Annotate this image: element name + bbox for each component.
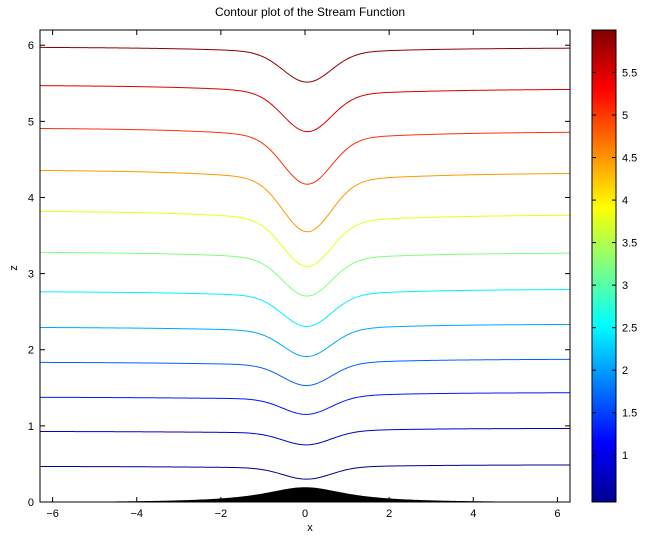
colorbar-tick-label: 1.5 [622,408,637,420]
contour-line-10 [39,127,571,185]
contour-line-9 [39,169,571,233]
y-axis-label: z [8,265,20,271]
contour-line-8 [39,210,571,267]
colorbar-tick-label: 2 [622,365,628,377]
contour-line-1 [40,464,570,480]
y-tick-label: 5 [28,116,34,128]
contour-line-3 [40,392,571,415]
y-tick-label: 6 [28,40,34,52]
colorbar-tick-label: 3 [622,280,628,292]
colorbar-tick-label: 1 [622,450,628,462]
colorbar-tick-label: 3.5 [622,238,637,250]
colorbar-gradient [591,29,617,503]
colorbar-tick-label: 2.5 [622,323,637,335]
x-tick-label: 2 [386,508,392,520]
y-tick-label: 1 [28,421,34,433]
colorbar-tick-label: 4.5 [622,153,637,165]
contour-line-2 [40,427,570,446]
contour-line-4 [39,358,570,386]
colorbar-tick-label: 4 [622,195,628,207]
x-tick-label: 4 [470,508,476,520]
y-tick-label: 2 [28,345,34,357]
contour-line-5 [40,323,571,358]
colorbar: 1 1.5 2 2.5 3 3.5 4 4.5 5 5.5 [591,29,637,503]
colorbar-tick-label: 5.5 [622,68,637,80]
x-axis-label: x [307,522,313,534]
contour-line-7 [39,251,571,297]
colorbar-tick-label: 5 [622,110,628,122]
x-tick-label: −6 [46,508,59,520]
topography [40,487,570,502]
y-tick-label: 0 [28,497,34,509]
plot-area: −6 −4 −2 0 2 4 6 0 1 2 3 4 5 6 [28,29,571,520]
x-tick-label: −2 [215,508,228,520]
contour-line-6 [39,289,571,327]
contour-line-11 [39,85,571,133]
contour-line-12 [39,46,570,83]
x-tick-label: −4 [130,508,143,520]
x-tick-label: 0 [302,508,308,520]
y-tick-label: 3 [28,269,34,281]
x-tick-label: 6 [554,508,560,520]
y-tick-label: 4 [28,192,34,204]
chart-title: Contour plot of the Stream Function [215,5,405,19]
